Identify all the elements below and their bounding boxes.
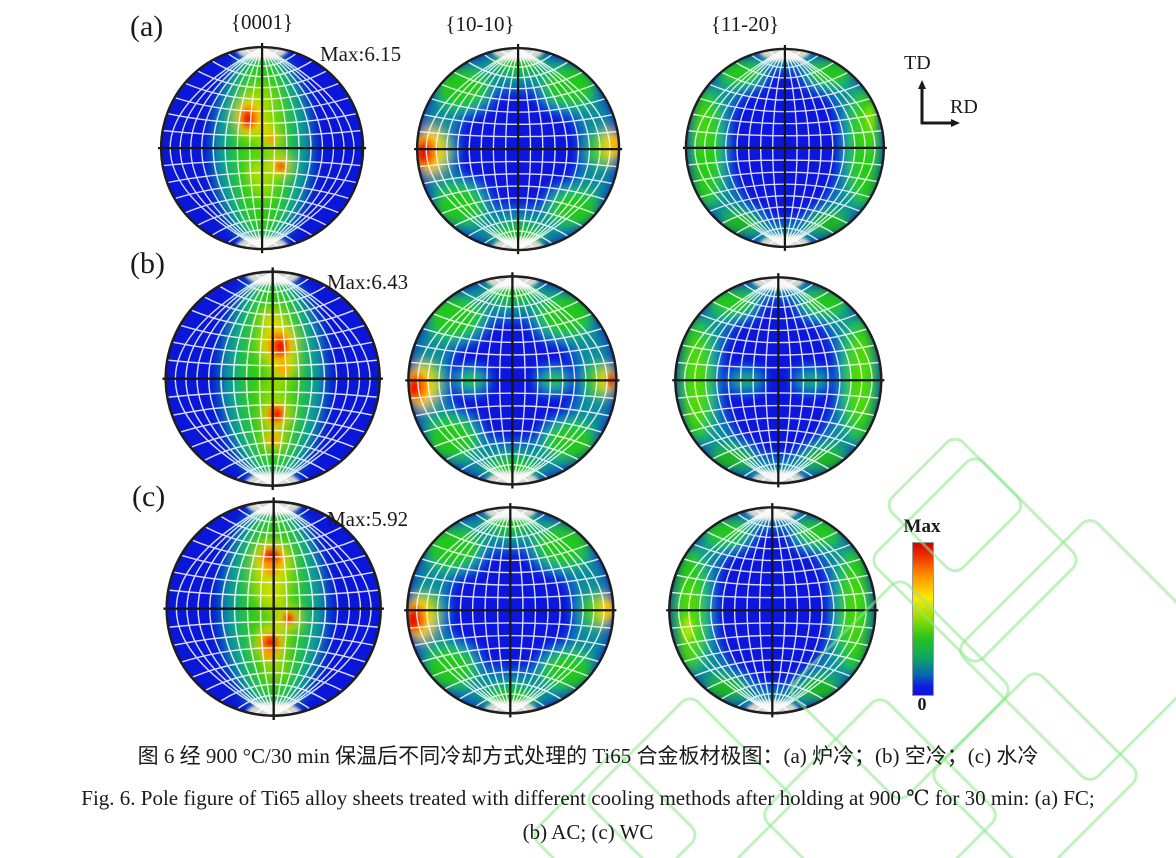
row-label-b: (b) [130, 247, 165, 280]
pole-figure-b-1 [404, 271, 620, 489]
column-title-1010: {10-10} [445, 12, 515, 36]
max-label-b: Max:6.43 [327, 270, 409, 294]
axis-rd-label: RD [950, 96, 978, 118]
column-title-1120: {11-20} [710, 12, 780, 36]
pole-figure-c-0 [163, 497, 385, 721]
max-label-a: Max:6.15 [320, 42, 402, 66]
caption-en-line2: (b) AC; (c) WC [522, 820, 654, 844]
axis-td-label: TD [904, 52, 931, 74]
max-label-c: Max:5.92 [327, 507, 409, 531]
colorbar-max-label: Max [903, 516, 941, 537]
colorbar-gradient [912, 542, 934, 696]
watermark-diamond [887, 437, 1023, 573]
row-label-c: (c) [132, 480, 166, 513]
column-title-0001: {0001} [230, 10, 294, 34]
pole-figure-b-0 [162, 267, 384, 491]
row-label-a: (a) [130, 10, 164, 43]
caption-zh: 图 6 经 900 °C/30 min 保温后不同冷却方式处理的 Ti65 合金… [137, 744, 1039, 768]
pole-figure-c-1 [403, 502, 617, 718]
axis-arrows-icon [918, 80, 960, 127]
axis-indicator: TD RD [900, 52, 1000, 132]
watermark-diamond [872, 457, 1078, 663]
pole-figure-a-2 [683, 45, 887, 251]
pole-figure-a-0 [157, 42, 367, 254]
colorbar-zero-label: 0 [917, 694, 927, 714]
pole-figure-a-1 [413, 43, 623, 255]
caption-en-line1: Fig. 6. Pole figure of Ti65 alloy sheets… [81, 786, 1095, 810]
pole-figure-b-2 [671, 272, 885, 488]
pole-figure-c-2 [665, 502, 879, 718]
